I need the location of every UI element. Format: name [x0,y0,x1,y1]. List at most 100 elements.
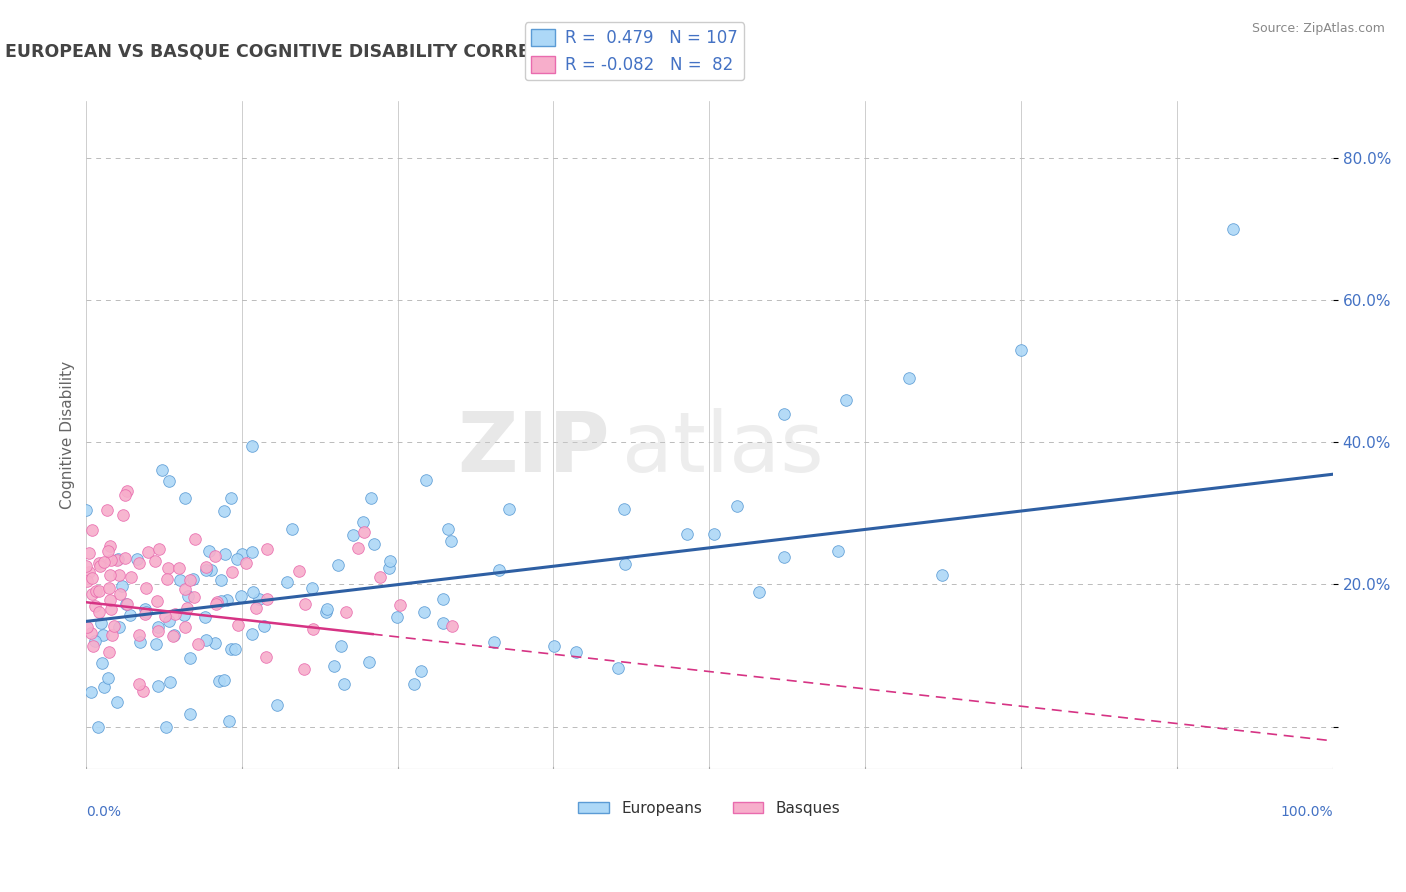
Point [115,597,138,611]
Point [76,620,98,634]
Point [194,610,217,624]
Point [93,680,115,694]
Point [301,581,323,595]
Point [183,572,205,586]
Point [835,392,858,407]
Point [128,635,150,649]
Point [346,541,368,556]
Point [84,634,107,648]
Point [436,522,458,536]
Point [565,645,588,659]
Point [288,564,311,578]
Point [224,642,246,657]
Point [143,553,166,567]
Point [292,662,315,676]
Point [266,698,288,712]
Point [330,639,353,653]
Point [162,629,184,643]
Point [146,594,169,608]
Point [359,655,381,669]
Point [221,641,243,656]
Point [135,581,157,595]
Point [204,549,226,563]
Point [332,677,354,691]
Point [281,522,304,536]
Point [235,556,257,570]
Point [326,558,349,572]
Point [150,463,173,477]
Point [156,572,179,586]
Point [276,575,298,590]
Point [148,624,170,638]
Point [82,524,104,538]
Point [174,582,197,596]
Point [219,491,242,506]
Point [89,605,111,619]
Point [176,601,198,615]
Point [240,627,263,641]
Point [773,407,796,421]
Point [200,563,222,577]
Text: EUROPEAN VS BASQUE COGNITIVE DISABILITY CORRELATION CHART: EUROPEAN VS BASQUE COGNITIVE DISABILITY … [4,43,672,61]
Point [132,683,155,698]
Point [1222,222,1244,236]
Point [209,574,232,588]
Point [212,504,235,518]
Point [240,439,263,453]
Point [240,544,263,558]
Point [214,673,236,688]
Point [155,720,177,734]
Point [98,567,121,582]
Point [388,598,411,612]
Point [87,556,110,570]
Point [117,484,139,499]
Point [370,570,392,584]
Point [498,502,520,516]
Point [187,637,209,651]
Point [412,605,434,619]
Point [614,557,637,571]
Point [173,608,195,623]
Point [174,620,197,634]
Point [80,685,103,699]
Point [256,592,278,607]
Point [75,502,97,516]
Y-axis label: Cognitive Disability: Cognitive Disability [59,361,75,509]
Point [247,592,270,607]
Point [315,605,337,619]
Point [100,601,122,615]
Text: 100.0%: 100.0% [1279,805,1333,819]
Point [183,532,205,546]
Point [378,554,401,568]
Point [205,597,228,611]
Point [335,605,357,619]
Point [415,473,437,487]
Point [153,608,176,623]
Point [226,617,249,632]
Point [441,619,464,633]
Point [195,632,218,647]
Point [98,581,121,595]
Point [352,516,374,530]
Point [179,573,201,587]
Point [179,707,201,722]
Point [208,674,231,689]
Point [127,551,149,566]
Point [432,616,454,631]
Point [226,552,249,566]
Point [165,607,187,622]
Point [100,553,122,567]
Point [294,597,316,611]
Point [488,564,510,578]
Point [134,607,156,621]
Point [128,677,150,691]
Point [703,526,725,541]
Text: ZIP: ZIP [457,408,610,489]
Point [378,561,401,575]
Point [205,595,228,609]
Point [221,565,243,579]
Point [440,534,463,549]
Point [80,587,103,601]
Point [98,645,121,659]
Point [1010,343,1032,357]
